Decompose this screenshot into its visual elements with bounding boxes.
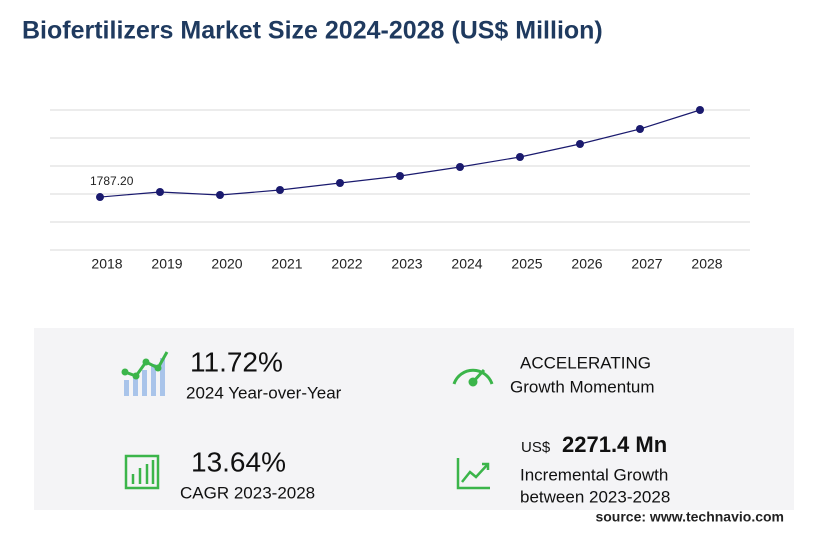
chart-title: Biofertilizers Market Size 2024-2028 (US…	[22, 17, 603, 45]
stat-value: 2271.4 Mn	[562, 432, 667, 457]
x-tick-label: 2027	[631, 256, 662, 272]
stat-label: Incremental Growth	[520, 465, 668, 484]
x-tick-label: 2022	[331, 256, 362, 272]
data-label: 1787.20	[90, 174, 134, 188]
point	[276, 186, 284, 194]
x-tick-label: 2026	[571, 256, 602, 272]
point	[516, 152, 524, 161]
stat-label: CAGR 2023-2028	[180, 483, 315, 502]
stat-label: Growth Momentum	[510, 377, 655, 396]
x-tick-label: 2023	[391, 256, 422, 272]
stat-label: between 2023-2028	[520, 487, 670, 506]
point	[636, 124, 644, 133]
icon-cagr	[124, 454, 160, 490]
point	[96, 193, 104, 202]
plot: 2018 2019 2020 2021 2022 2023 2024 2025 2026 2027…	[50, 106, 750, 272]
x-tick-label: 2028	[691, 256, 722, 272]
icon-yoy	[121, 351, 169, 396]
stat-value: 11.72%	[190, 346, 283, 377]
icon-incremental	[456, 458, 490, 490]
point	[696, 106, 704, 114]
point	[336, 179, 344, 188]
point	[156, 188, 164, 197]
point	[456, 163, 464, 172]
x-tick-label: 2019	[151, 256, 182, 272]
stat-label: 2024 Year-over-Year	[186, 383, 342, 402]
x-tick-label: 2018	[91, 256, 122, 272]
stat-value: 13.64%	[191, 446, 286, 477]
source: source: www.technavio.com	[595, 509, 784, 525]
point	[216, 191, 224, 200]
line	[99, 109, 701, 198]
x-tick-label: 2024	[451, 256, 482, 272]
point	[576, 139, 584, 148]
stat-value: ACCELERATING	[520, 353, 651, 372]
x-tick-label: 2021	[271, 256, 302, 272]
x-tick-label: 2020	[211, 256, 242, 272]
point	[396, 172, 404, 181]
icon-gauge	[452, 368, 494, 387]
stat-prefix: US$	[521, 439, 551, 456]
x-tick-label: 2025	[511, 256, 542, 272]
